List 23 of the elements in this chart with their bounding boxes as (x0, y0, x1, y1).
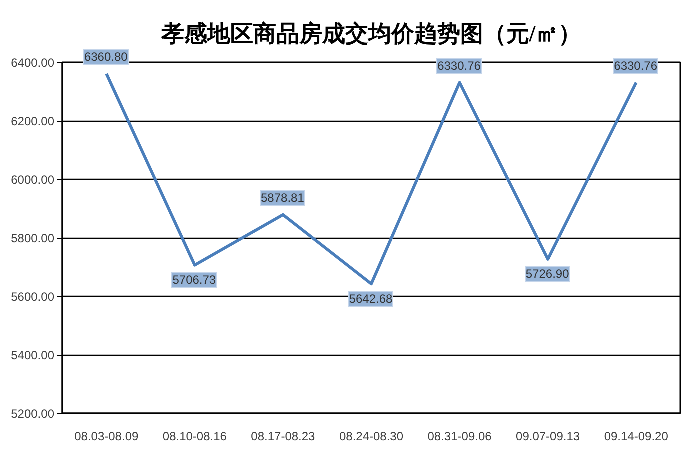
y-tick-label: 6400.00 (11, 56, 55, 70)
data-label: 6330.76 (436, 58, 482, 74)
x-tick-label: 08.31-09.06 (428, 430, 492, 444)
x-tick-label: 08.10-08.16 (162, 430, 228, 444)
x-tick-label: 08.17-08.23 (251, 430, 316, 444)
data-label: 6360.80 (83, 49, 129, 66)
chart-title: 孝感地区商品房成交均价趋势图（元/㎡） (160, 20, 582, 46)
line-series (105, 72, 638, 286)
y-tick-label: 5400.00 (11, 348, 55, 362)
x-tick-label: 09.07-09.13 (516, 430, 580, 444)
x-tick-label: 08.03-08.09 (74, 430, 139, 444)
y-tick-label: 5600.00 (11, 290, 55, 304)
x-tick-label: 08.24-08.30 (339, 430, 404, 444)
y-tick-label: 5200.00 (11, 407, 55, 421)
data-label: 6330.76 (613, 58, 659, 74)
y-tick-label: 5800.00 (11, 232, 55, 246)
data-label: 5706.73 (172, 272, 218, 288)
data-label: 5642.68 (348, 290, 394, 307)
x-tick-label: 09.14-09.20 (604, 430, 669, 444)
data-label: 5726.90 (524, 266, 570, 282)
y-tick-label: 6000.00 (11, 173, 55, 187)
data-label: 5878.81 (260, 190, 306, 206)
y-tick-label: 6200.00 (11, 114, 55, 128)
